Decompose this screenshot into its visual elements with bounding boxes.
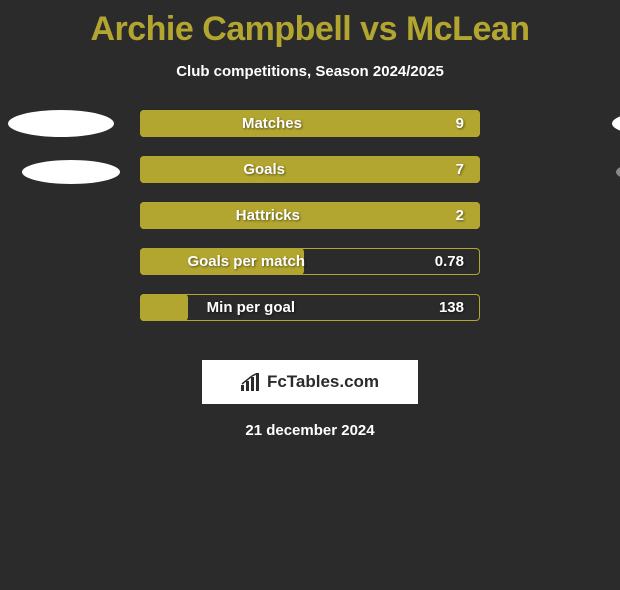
player-ellipse [8,110,114,137]
player-ellipse [612,110,620,137]
stat-row: Hattricks 2 [140,202,480,229]
stat-row: Min per goal 138 [140,294,480,321]
source-logo: FcTables.com [202,360,418,404]
player-ellipse [616,160,620,184]
stat-label: Goals [243,156,285,183]
comparison-chart: Matches 9 Goals 7 Hattricks 2 Goals per match 0… [0,110,620,345]
stat-bar-fill [140,294,188,321]
stat-bar-fill [140,156,480,183]
stat-value: 138 [439,294,464,321]
stat-bars: Matches 9 Goals 7 Hattricks 2 Goals per match 0… [140,110,480,340]
stat-bar-outline [140,294,480,321]
stat-label: Hattricks [236,202,300,229]
stat-row: Goals per match 0.78 [140,248,480,275]
stat-bar-fill [140,110,480,137]
bars-icon [241,373,263,391]
stat-value: 7 [456,156,464,183]
stat-label: Min per goal [207,294,295,321]
stat-value: 9 [456,110,464,137]
snapshot-date: 21 december 2024 [0,422,620,439]
source-logo-inner: FcTables.com [241,372,379,392]
comparison-subtitle: Club competitions, Season 2024/2025 [0,63,620,80]
stat-value: 0.78 [435,248,464,275]
source-logo-text: FcTables.com [267,372,379,392]
stat-row: Goals 7 [140,156,480,183]
stat-value: 2 [456,202,464,229]
stat-label: Goals per match [187,248,305,275]
stat-label: Matches [242,110,302,137]
stat-bar-fill [140,202,480,229]
comparison-title: Archie Campbell vs McLean [0,10,620,49]
stat-row: Matches 9 [140,110,480,137]
player-ellipse [22,160,120,184]
